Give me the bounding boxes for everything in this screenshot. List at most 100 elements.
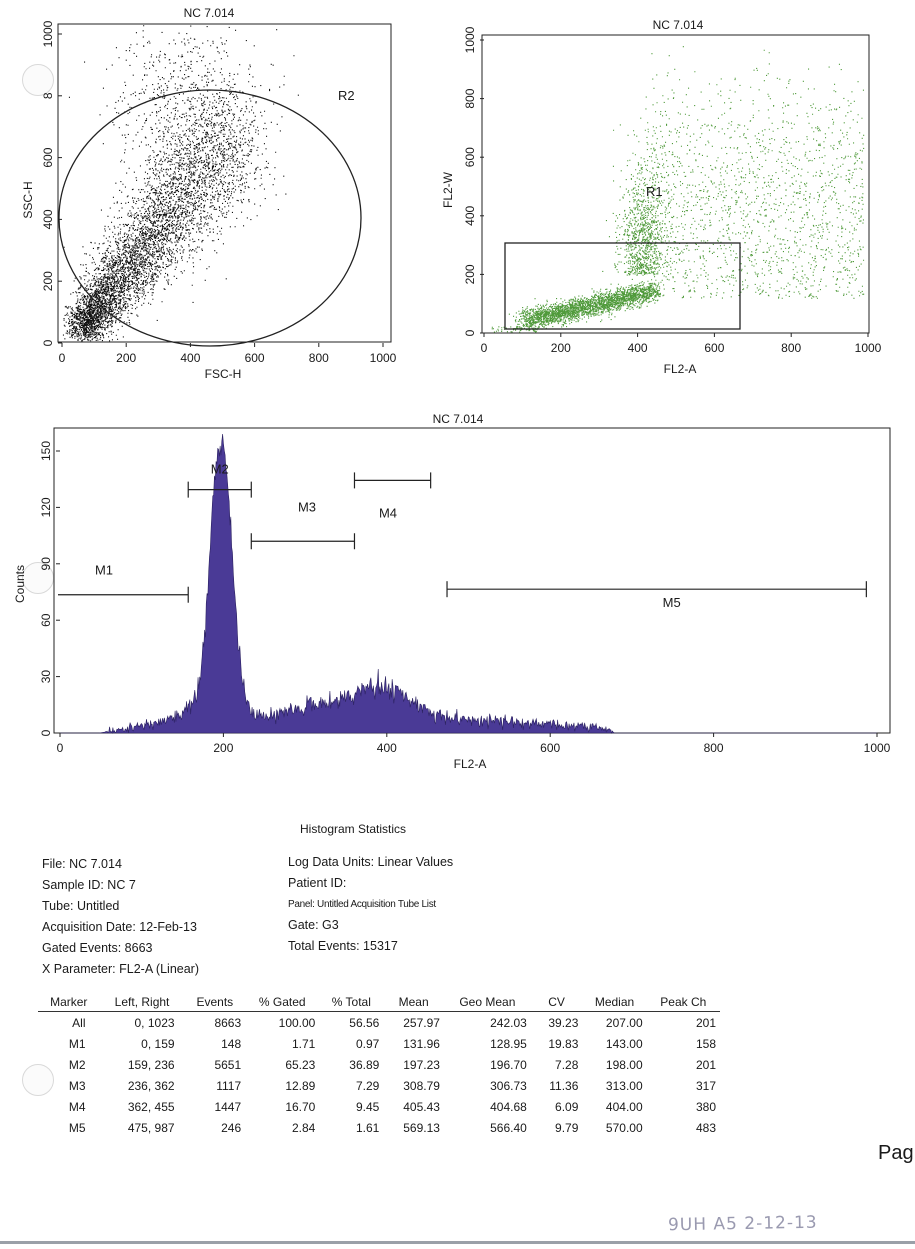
table-cell: 1447 [214, 1099, 242, 1114]
x-tick-label: 200 [116, 351, 136, 365]
x-tick-labels: 0 200 400 600 800 1000 [59, 343, 397, 365]
table-cell: 569.13 [403, 1120, 440, 1135]
table-cell: 1.61 [355, 1120, 380, 1135]
table-body: All 0, 1023 8663 100.00 56.56 257.97 242.03 39.… [38, 1012, 720, 1139]
table-cell: 9.79 [555, 1120, 579, 1135]
table-cell: 39.23 [548, 1015, 579, 1030]
table-cell: 19.83 [548, 1036, 579, 1051]
table-cell: 242.03 [490, 1015, 527, 1030]
table-cell: 9.45 [355, 1099, 380, 1114]
marker-m2: M2 [187, 462, 252, 498]
histogram-statistics-table: Marker Left, Right Events % Gated % Total Mea… [38, 993, 720, 1138]
table-row: M3 236, 362 1117 12.89 7.29 308.79 306.73 11.36… [38, 1075, 720, 1096]
marker-m1: M1 [58, 563, 189, 603]
column-header: Events [196, 995, 234, 1009]
x-tick-label: 800 [309, 351, 329, 365]
x-tick-label: 200 [551, 341, 571, 355]
marker-label: M3 [298, 499, 316, 514]
table-cell: 16.70 [285, 1099, 316, 1114]
y-axis-label: Counts [13, 565, 27, 603]
x-tick-label: 800 [704, 741, 724, 755]
plot-frame [57, 23, 392, 343]
table-cell: 201 [695, 1057, 716, 1072]
table-cell: 566.40 [490, 1120, 527, 1135]
stats-title: Histogram Statistics [300, 822, 407, 836]
marker-label: M2 [211, 462, 229, 477]
x-tick-label: 600 [540, 741, 560, 755]
column-header: % Gated [258, 995, 306, 1009]
table-cell: 158 [695, 1036, 716, 1051]
x-axis-label: FL2-A [664, 362, 697, 376]
meta-left: File: NC 7.014 Sample ID: NC 7 Tube: Unt… [42, 854, 199, 980]
table-header-row: Marker Left, Right Events % Gated % Total Mea… [38, 993, 720, 1012]
table-cell: M4 [68, 1099, 86, 1114]
panel: Panel: Untitled Acquisition Tube List [288, 899, 436, 910]
table-cell: 0, 1023 [134, 1015, 175, 1030]
table-cell: 128.95 [490, 1036, 527, 1051]
y-tick-labels: 0 200 400 600 800 1000 [463, 26, 484, 336]
y-tick-label: 0 [463, 329, 477, 336]
tube: Tube: Untitled [42, 899, 120, 913]
y-tick-label: 120 [39, 497, 53, 517]
y-tick-labels: 0 200 400 600 8 1000 [41, 20, 62, 346]
x-tick-label: 600 [704, 341, 724, 355]
x-tick-label: 200 [213, 741, 233, 755]
table-cell: 65.23 [285, 1057, 316, 1072]
x-parameter: X Parameter: FL2-A (Linear) [42, 962, 200, 976]
table-row: M4 362, 455 1447 16.70 9.45 405.43 404.68 6.09 4… [38, 1096, 720, 1117]
table-cell: 0, 159 [141, 1036, 175, 1051]
x-tick-labels: 0 200 400 600 800 1000 [481, 333, 882, 355]
total-events: Total Events: 15317 [288, 939, 398, 953]
y-tick-label: 800 [463, 88, 477, 108]
table-cell: 570.00 [605, 1120, 643, 1135]
x-axis-label: FSC-H [205, 367, 242, 381]
histogram-markers: M1 M2 M3 M4 M5 [58, 462, 867, 610]
meta-right: Log Data Units: Linear Values Patient ID… [288, 852, 453, 957]
table-cell: 257.97 [403, 1015, 440, 1030]
table-cell: 207.00 [605, 1015, 643, 1030]
column-header: % Total [331, 995, 371, 1009]
table-cell: 404.00 [605, 1099, 643, 1114]
table-cell: 308.79 [403, 1078, 440, 1093]
plot-title: NC 7.014 [653, 18, 704, 32]
plot-title: NC 7.014 [433, 412, 484, 426]
table-cell: M2 [68, 1057, 86, 1072]
x-tick-label: 800 [781, 341, 801, 355]
table-cell: 313.00 [605, 1078, 643, 1093]
x-tick-label: 1000 [864, 741, 891, 755]
plot-title: NC 7.014 [184, 6, 235, 20]
marker-label: M5 [663, 595, 681, 610]
y-tick-label: 30 [39, 670, 53, 684]
column-header: Mean [398, 995, 429, 1009]
table-row: All 0, 1023 8663 100.00 56.56 257.97 242.03 39.… [38, 1012, 720, 1034]
table-cell: 11.36 [549, 1078, 579, 1093]
table-cell: M3 [68, 1078, 86, 1093]
table-cell: 380 [695, 1099, 716, 1114]
y-tick-labels: 0 30 60 90 120 150 [39, 441, 60, 736]
x-tick-label: 0 [59, 351, 66, 365]
y-tick-label: 400 [41, 209, 55, 229]
y-tick-label: 200 [463, 264, 477, 284]
gate-r2-ellipse [58, 89, 362, 347]
marker-label: M4 [379, 505, 397, 520]
x-tick-label: 400 [628, 341, 648, 355]
y-tick-label: 200 [41, 271, 55, 291]
y-tick-label: 400 [463, 205, 477, 225]
histogram-area [58, 434, 877, 734]
gate-label-r1: R1 [646, 184, 663, 199]
patient-id: Patient ID: [288, 876, 347, 890]
punch-hole [22, 562, 54, 594]
scatter-plot-fsc-ssc: NC 7.014 R2 0 200 400 600 800 1000 0 200 400 600… [21, 6, 397, 381]
histogram-fl2a: NC 7.014 M1 M2 M3 M4 M5 0 200 400 600 800 1000 0 3… [13, 412, 891, 771]
x-tick-label: 400 [377, 741, 397, 755]
table-cell: 159, 236 [127, 1057, 175, 1072]
table-cell: 404.68 [490, 1099, 527, 1114]
scatter-plot-fl2a-fl2w: NC 7.014 R1 0 200 400 600 800 1000 0 200 400 600… [441, 18, 882, 376]
bottom-rule [0, 1241, 915, 1244]
plot-frame [481, 34, 870, 334]
file-name: File: NC 7.014 [42, 857, 122, 871]
gate-r1-rectangle [504, 242, 741, 330]
table-cell: 12.89 [285, 1078, 316, 1093]
marker-m3: M3 [250, 499, 356, 550]
table-cell: 306.73 [490, 1078, 527, 1093]
